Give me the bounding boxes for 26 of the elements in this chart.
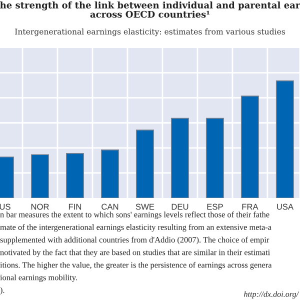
- bar: [31, 154, 49, 198]
- x-tick-label: US: [0, 204, 10, 210]
- x-tick-label: DEU: [172, 204, 188, 210]
- x-tick-label: CAN: [102, 204, 118, 210]
- x-tick-label: ESP: [207, 204, 223, 210]
- text: http://dx.doi.org/: [244, 291, 300, 298]
- text: notivated by the fact that they are based on studies that are similar in their estimati: [0, 249, 270, 257]
- bar: [100, 150, 119, 198]
- bar: [170, 118, 189, 198]
- text: supplemented with additional countries from d'Addio (2007). The choice of empir: [0, 236, 270, 244]
- x-tick-label: USA: [277, 204, 294, 210]
- text: ional earnings mobility.: [0, 274, 77, 282]
- chart-title: he strength of the link between individual and parental ear across OECD countries¹: [0, 2, 300, 18]
- text: mate of the intergenerational earnings elasticity resulting from an extensive meta-a: [0, 224, 272, 232]
- x-tick-label: FRA: [242, 204, 258, 210]
- bar: [66, 153, 84, 198]
- bar: [206, 118, 224, 198]
- bar: [240, 96, 259, 198]
- x-tick-label: NOR: [31, 204, 49, 210]
- text: ).: [0, 287, 4, 295]
- bar: [136, 130, 154, 198]
- bar: [276, 80, 294, 198]
- text: itions. The higher the value, the greater is the persistence of earnings across genera: [0, 262, 272, 270]
- x-tick-label: FIN: [68, 204, 82, 210]
- x-tick-label: SWE: [136, 204, 154, 210]
- text: n bar measures the extent to which sons' earnings levels reflect those of their fathe: [0, 212, 270, 220]
